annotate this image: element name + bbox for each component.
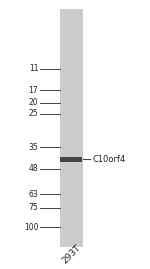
Text: 48: 48 [29,164,38,173]
Text: C10orf4: C10orf4 [92,155,126,164]
Bar [60,9,82,246]
Text: 293T: 293T [60,243,82,265]
Text: 63: 63 [28,190,38,199]
Text: 100: 100 [24,223,38,232]
Text: 20: 20 [29,98,38,107]
Text: 35: 35 [28,143,38,152]
Text: 75: 75 [28,203,38,212]
Text: 25: 25 [29,109,38,118]
Text: 17: 17 [29,86,38,95]
Text: 11: 11 [29,64,38,73]
Bar [60,157,82,162]
